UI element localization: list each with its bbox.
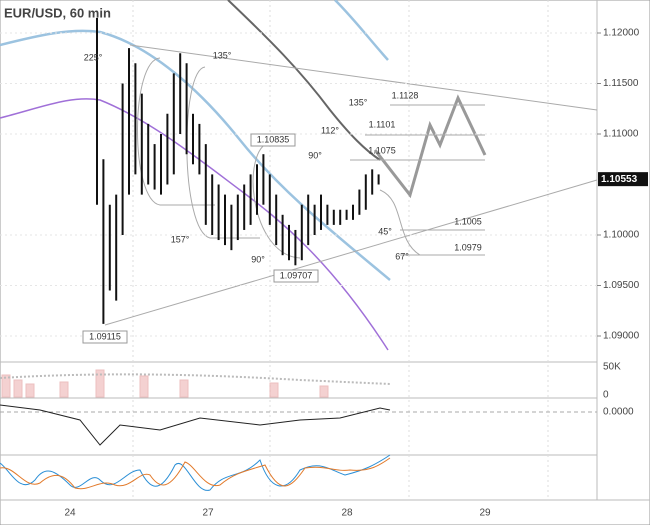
annotation: 157°	[171, 234, 190, 244]
x-tick-label: 27	[202, 508, 214, 519]
gann-arcs	[137, 57, 485, 259]
volume-bars	[1, 369, 329, 398]
moving-average	[227, 0, 381, 161]
annotation-box	[250, 133, 296, 147]
volume-average	[0, 373, 391, 385]
x-tick-label: 28	[341, 508, 353, 519]
annotation-box	[273, 269, 319, 283]
y-tick-label: 1.09000	[603, 331, 640, 342]
volume-tick-label: 0	[603, 390, 609, 401]
macd-line	[0, 404, 391, 446]
y-tick-label: 1.09500	[603, 280, 640, 291]
annotation-box	[82, 330, 128, 344]
macd-tick-label: 0.0000	[603, 407, 634, 418]
annotation: 1.1075	[368, 145, 396, 155]
annotation: 90°	[308, 150, 322, 160]
last-price-box	[598, 172, 648, 187]
trend-line	[129, 44, 598, 111]
y-tick-label: 1.10000	[603, 230, 640, 241]
panel-borders	[0, 0, 650, 501]
annotation: 1.1128	[392, 90, 419, 100]
moving-average	[0, 29, 391, 281]
annotation: 135°	[349, 97, 368, 107]
annotation: 1.09707	[280, 270, 313, 280]
annotation: 90°	[251, 254, 265, 264]
annotation: 225°	[84, 52, 103, 62]
annotation: 1.09115	[89, 331, 121, 341]
y-tick-label: 1.11500	[603, 78, 639, 89]
annotation: 45°	[378, 226, 392, 236]
moving-average	[334, 0, 389, 61]
vertical-grid	[132, 0, 549, 500]
volume-tick-label: 50K	[603, 362, 621, 373]
annotation: 135°	[213, 50, 232, 60]
annotation: 1.1005	[454, 216, 482, 226]
stochastic-k	[0, 454, 391, 491]
trend-line	[104, 179, 598, 326]
moving-average	[0, 98, 389, 351]
annotation: 1.1101	[369, 119, 396, 129]
stochastic-d	[0, 457, 391, 490]
chart-title: EUR/USD, 60 min	[4, 5, 111, 20]
annotation: 1.10835	[257, 134, 290, 144]
last-price-label: 1.10553	[601, 174, 638, 185]
annotation: 1.0979	[454, 242, 482, 252]
x-tick-label: 24	[64, 508, 76, 519]
annotation: 67°	[395, 251, 409, 261]
y-tick-label: 1.11000	[603, 129, 639, 140]
annotation: 112°	[321, 125, 339, 135]
x-tick-label: 29	[479, 508, 491, 519]
y-tick-label: 1.12000	[603, 28, 640, 39]
